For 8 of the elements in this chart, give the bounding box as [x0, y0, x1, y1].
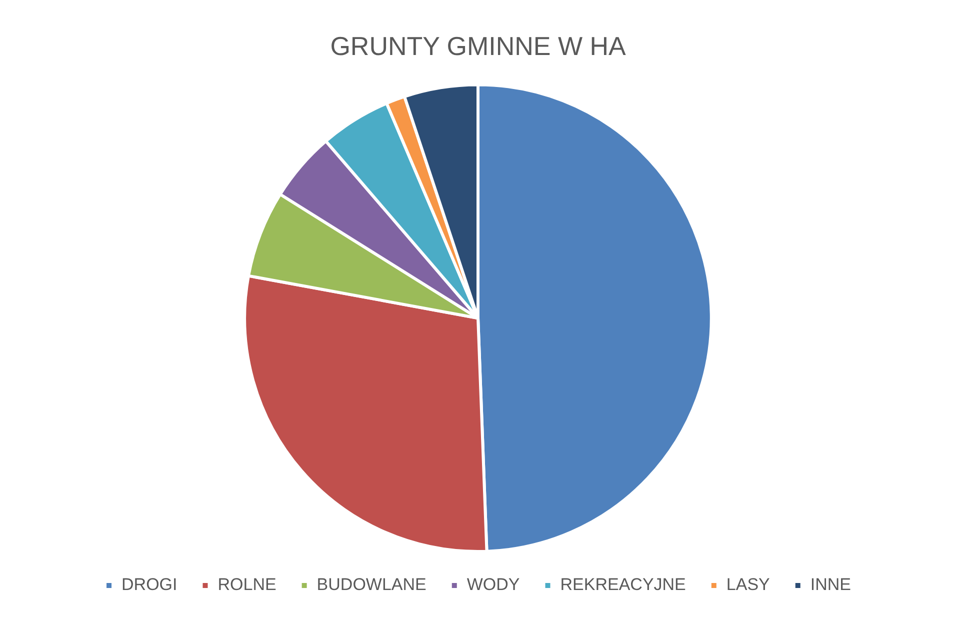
- legend-label: WODY: [466, 575, 520, 594]
- legend-label: LASY: [726, 575, 770, 594]
- legend-label: INNE: [810, 575, 851, 594]
- legend-label: BUDOWLANE: [316, 575, 426, 594]
- legend-label: REKREACYJNE: [560, 575, 686, 594]
- legend-label: DROGI: [122, 575, 178, 594]
- chart-title: GRUNTY GMINNE W HA: [330, 30, 626, 61]
- legend-label: ROLNE: [218, 575, 276, 594]
